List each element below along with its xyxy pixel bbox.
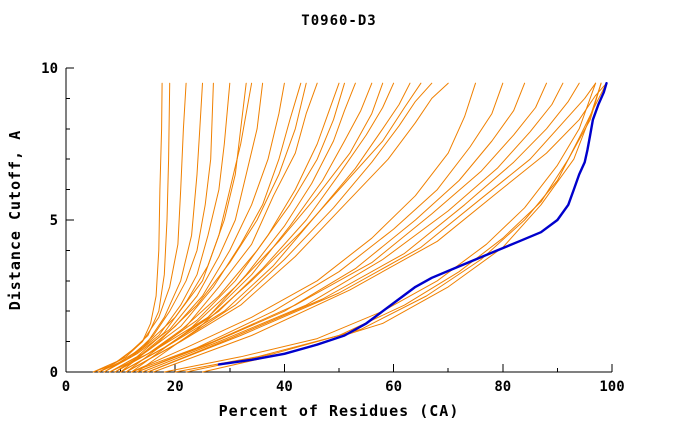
other-models-curve [185, 82, 607, 373]
chart-title: T0960-D3 [301, 13, 377, 29]
other-models-curve [114, 82, 302, 373]
other-models-curve [136, 82, 422, 373]
other-models-curve [147, 82, 580, 373]
other-models-curve [131, 82, 504, 373]
other-models-curve [109, 82, 285, 373]
other-models-curve [147, 82, 597, 373]
other-models-curve [131, 82, 476, 373]
other-models-curve [136, 82, 547, 373]
other-models-curve [152, 82, 607, 373]
other-models-curve [136, 82, 526, 373]
other-models-curve [125, 82, 449, 373]
x-tick-label: 20 [167, 379, 184, 395]
other-models-curve [109, 82, 318, 373]
x-tick-label: 80 [494, 379, 511, 395]
other-models-curve [98, 82, 231, 373]
other-models-curve [103, 82, 253, 373]
other-models-curve [163, 82, 597, 373]
other-models-curve [92, 82, 187, 373]
other-models-curve [131, 82, 384, 373]
other-models-curve [125, 82, 345, 373]
other-models-curve [114, 82, 373, 373]
other-models-curve [103, 82, 264, 373]
y-tick-label: 0 [50, 365, 58, 381]
other-models-curve [92, 82, 163, 373]
y-tick-label: 10 [41, 61, 58, 77]
other-models-curve [202, 82, 602, 373]
x-tick-label: 60 [385, 379, 402, 395]
highlighted-model-curve [217, 81, 608, 366]
other-models-curve [120, 82, 307, 373]
other-models-curve [125, 82, 433, 373]
x-tick-label: 100 [599, 379, 624, 395]
x-tick-label: 40 [276, 379, 293, 395]
y-tick-label: 5 [50, 213, 58, 229]
x-axis-label: Percent of Residues (CA) [218, 402, 460, 420]
other-models-curve [141, 82, 564, 373]
other-models-curve [98, 82, 171, 373]
x-tick-label: 0 [62, 379, 70, 395]
other-models-curve [174, 82, 602, 373]
